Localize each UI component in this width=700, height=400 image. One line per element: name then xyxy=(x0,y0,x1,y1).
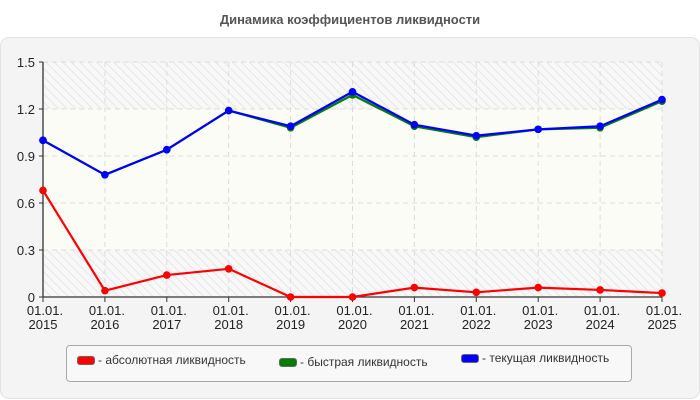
legend-label: - быстрая ликвидность xyxy=(300,355,428,369)
x-tick-label: 01.01. xyxy=(275,303,311,318)
data-point[interactable] xyxy=(472,131,481,140)
data-point[interactable] xyxy=(224,265,233,273)
data-point[interactable] xyxy=(163,271,171,279)
legend-swatch-blue xyxy=(461,353,479,363)
x-tick-label: 2025 xyxy=(648,317,677,332)
data-point[interactable] xyxy=(39,186,47,195)
x-tick-label: 2022 xyxy=(462,317,491,332)
axes: 00.30.60.91.21.501.01.201501.01.201601.0… xyxy=(17,55,682,332)
legend-swatch-red xyxy=(77,355,95,365)
data-point[interactable] xyxy=(101,286,109,295)
line-chart: 00.30.60.91.21.501.01.201501.01.201601.0… xyxy=(17,55,682,332)
data-point[interactable] xyxy=(534,125,542,134)
x-tick-label: 01.01. xyxy=(89,303,125,318)
x-tick-label: 2020 xyxy=(338,317,367,332)
y-tick-label: 1.2 xyxy=(17,102,35,117)
data-point[interactable] xyxy=(163,145,171,154)
data-point[interactable] xyxy=(658,95,666,104)
x-tick-label: 01.01. xyxy=(398,303,434,318)
x-tick-label: 2018 xyxy=(214,317,243,332)
data-point[interactable] xyxy=(410,283,419,292)
data-point[interactable] xyxy=(39,136,47,145)
data-point[interactable] xyxy=(596,286,604,294)
x-tick-label: 2017 xyxy=(152,317,181,332)
legend-label: - абсолютная ликвидность xyxy=(98,353,246,367)
x-tick-label: 2023 xyxy=(524,317,553,332)
y-tick-label: 0.9 xyxy=(17,149,35,164)
x-tick-label: 01.01. xyxy=(27,303,63,318)
data-point[interactable] xyxy=(596,122,604,131)
data-point[interactable] xyxy=(348,293,357,301)
y-tick-label: 0 xyxy=(28,290,35,305)
x-tick-label: 2024 xyxy=(586,317,615,332)
legend-item-quick: - быстрая ликвидность xyxy=(279,355,428,369)
legend: - абсолютная ликвидность - быстрая ликви… xyxy=(66,345,632,382)
data-point[interactable] xyxy=(472,288,481,297)
legend-item-current: - текущая ликвидность xyxy=(461,351,609,365)
data-point[interactable] xyxy=(658,289,666,297)
y-tick-label: 1.5 xyxy=(17,55,35,70)
data-point[interactable] xyxy=(101,171,109,179)
x-tick-label: 01.01. xyxy=(151,303,187,318)
data-point[interactable] xyxy=(348,87,357,96)
chart-title: Динамика коэффициентов ликвидности xyxy=(219,12,481,27)
legend-item-absolute: - абсолютная ликвидность xyxy=(77,353,246,367)
data-point[interactable] xyxy=(286,122,295,131)
x-tick-label: 01.01. xyxy=(584,303,620,318)
x-tick-label: 01.01. xyxy=(336,303,372,318)
x-tick-label: 2015 xyxy=(29,317,58,332)
x-tick-label: 01.01. xyxy=(460,303,496,318)
x-tick-label: 2019 xyxy=(276,317,305,332)
data-point[interactable] xyxy=(224,106,233,115)
x-tick-label: 2021 xyxy=(400,317,429,332)
legend-label: - текущая ликвидность xyxy=(482,351,610,365)
data-point[interactable] xyxy=(410,120,419,129)
y-tick-label: 0.6 xyxy=(17,196,35,211)
data-point[interactable] xyxy=(286,293,295,301)
data-point[interactable] xyxy=(534,283,542,292)
x-tick-label: 2016 xyxy=(90,317,119,332)
x-tick-label: 01.01. xyxy=(522,303,558,318)
data-series xyxy=(39,87,666,301)
legend-swatch-green xyxy=(279,357,297,367)
y-tick-label: 0.3 xyxy=(17,243,35,258)
x-tick-label: 01.01. xyxy=(646,303,682,318)
x-tick-label: 01.01. xyxy=(213,303,249,318)
